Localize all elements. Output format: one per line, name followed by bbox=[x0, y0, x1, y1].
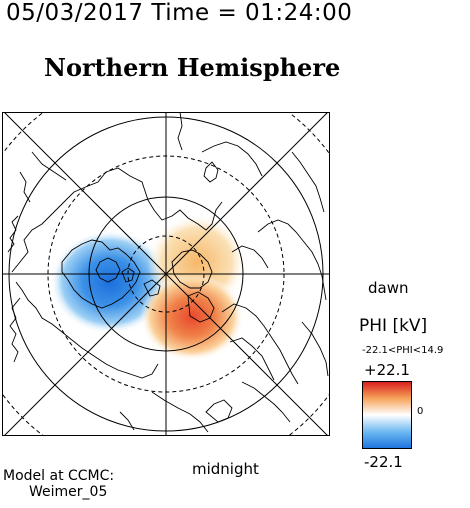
colorbar-zero-label: 0 bbox=[417, 406, 424, 417]
negative-potential-cell bbox=[50, 230, 170, 334]
dawn-label: dawn bbox=[368, 279, 409, 297]
colorbar-max-label: +22.1 bbox=[364, 361, 410, 379]
colorbar-min-label: -22.1 bbox=[364, 453, 403, 471]
colorbar-range: -22.1<PHI<14.9 bbox=[362, 345, 444, 356]
midnight-label: midnight bbox=[192, 460, 259, 478]
model-credit-line1: Model at CCMC: bbox=[3, 468, 115, 484]
hemisphere-title: Northern Hemisphere bbox=[44, 53, 341, 82]
polar-map bbox=[2, 112, 330, 436]
colorbar bbox=[362, 381, 412, 449]
timestamp: 05/03/2017 Time = 01:24:00 bbox=[6, 0, 353, 26]
coastlines bbox=[7, 112, 329, 433]
model-credit: Model at CCMC: Weimer_05 bbox=[3, 468, 114, 500]
colorbar-title: PHI [kV] bbox=[359, 316, 428, 336]
model-credit-line2: Weimer_05 bbox=[29, 484, 108, 500]
